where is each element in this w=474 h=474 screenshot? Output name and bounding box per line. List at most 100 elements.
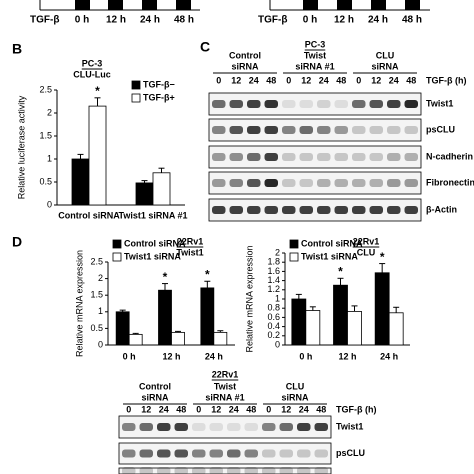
band: [334, 126, 348, 134]
time-label: 12 h: [106, 15, 126, 26]
row-label: Twist1: [336, 421, 363, 431]
y-tick-label: 2: [98, 273, 103, 283]
band: [122, 449, 136, 458]
band: [122, 467, 136, 474]
bar-fragment: [337, 0, 352, 10]
band: [404, 206, 418, 214]
lane-label: 12: [301, 75, 311, 85]
bar-fragment: [405, 0, 420, 10]
band: [212, 206, 226, 214]
band: [334, 153, 348, 161]
band: [174, 467, 188, 474]
band: [282, 153, 296, 161]
legend-label: TGF-β+: [143, 92, 175, 102]
y-tick-label: 0.4: [267, 321, 280, 331]
y-tick-label: 2: [275, 247, 280, 257]
time-label: 48 h: [402, 15, 422, 26]
bar: [213, 331, 228, 346]
band: [369, 179, 383, 187]
band: [212, 179, 226, 187]
band: [247, 179, 261, 187]
band: [299, 153, 313, 161]
group-label: Twist: [214, 381, 236, 391]
blot-strip: [208, 145, 422, 169]
group-label: siRNA: [371, 61, 399, 71]
lane-label: 48: [176, 404, 186, 414]
band: [229, 206, 243, 214]
band: [279, 467, 293, 474]
band: [369, 153, 383, 161]
band: [192, 449, 206, 458]
lane-label: 0: [286, 75, 291, 85]
band: [387, 126, 401, 134]
panel-label: D: [12, 234, 22, 250]
band: [282, 179, 296, 187]
significance-star: *: [163, 270, 168, 284]
legend-label: Control siRNA: [301, 238, 363, 248]
band: [317, 179, 331, 187]
band: [352, 100, 366, 108]
band: [299, 206, 313, 214]
band: [209, 449, 223, 458]
lane-label: 24: [159, 404, 169, 414]
lane-label: 24: [389, 75, 399, 85]
band: [247, 153, 261, 161]
bar-fragment: [303, 0, 318, 10]
band: [139, 449, 153, 458]
bar: [347, 311, 362, 346]
lane-label: 0: [356, 75, 361, 85]
time-label: 0 h: [303, 15, 317, 26]
band: [192, 467, 206, 474]
band: [314, 467, 328, 474]
y-tick-label: 0: [98, 339, 103, 349]
group-label: siRNA: [141, 392, 169, 402]
x-tick-label: Twist1 siRNA #1: [118, 210, 187, 220]
legend-label: Twist1 siRNA: [301, 251, 358, 261]
lane-label: 0: [126, 404, 131, 414]
band: [262, 467, 276, 474]
bar-fragment: [108, 0, 123, 10]
group-label: siRNA #1: [205, 392, 244, 402]
band: [157, 449, 171, 458]
band: [209, 423, 223, 431]
band: [299, 100, 313, 108]
lane-label: 24: [319, 75, 329, 85]
group-label: Twist: [304, 50, 326, 60]
band: [227, 467, 241, 474]
band: [139, 423, 153, 431]
lane-label: 48: [406, 75, 416, 85]
band: [262, 449, 276, 458]
bar: [158, 289, 172, 346]
x-tick-label: Control siRNA: [58, 210, 120, 220]
band: [264, 179, 278, 187]
bar: [200, 287, 215, 346]
y-tick-label: 1.2: [267, 284, 280, 294]
x-tick-label: 0 h: [299, 351, 312, 361]
lane-label: 48: [336, 75, 346, 85]
band: [352, 206, 366, 214]
blot-strip: [208, 118, 422, 142]
bar: [115, 311, 130, 346]
band: [299, 179, 313, 187]
bar: [374, 272, 390, 346]
group-label: siRNA: [281, 392, 309, 402]
x-tick-label: 12 h: [338, 351, 356, 361]
band: [352, 126, 366, 134]
significance-star: *: [95, 84, 100, 98]
band: [247, 100, 261, 108]
chart-title: 22Rv1: [177, 236, 204, 246]
band: [209, 467, 223, 474]
y-tick-label: 2.5: [39, 84, 52, 94]
significance-star: *: [338, 264, 343, 278]
band: [387, 100, 401, 108]
lane-label: 12: [371, 75, 381, 85]
legend-swatch: [289, 252, 299, 262]
cell-line-label: PC-3: [305, 39, 326, 49]
legend-swatch: [112, 252, 122, 262]
lane-label: 12: [211, 404, 221, 414]
row-label: psCLU: [426, 124, 455, 134]
band: [387, 206, 401, 214]
band: [299, 126, 313, 134]
band: [229, 100, 243, 108]
